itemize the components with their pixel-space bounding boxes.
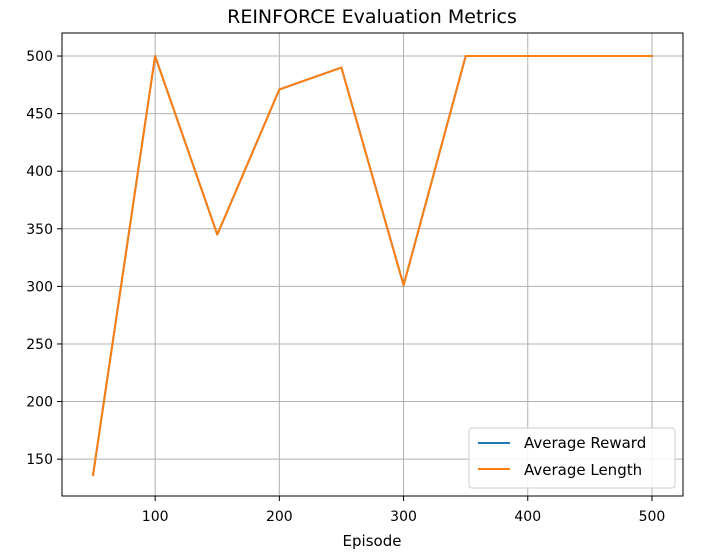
x-tick-label: 100 <box>142 509 169 525</box>
plot-frame <box>61 32 684 497</box>
series-lines <box>92 55 653 477</box>
legend-box <box>468 427 676 489</box>
data-point-average-length <box>154 55 157 58</box>
y-tick-label: 150 <box>26 452 53 468</box>
series-line-average-length <box>92 55 652 476</box>
y-tick-label: 350 <box>26 222 53 238</box>
x-tick-label: 400 <box>514 509 541 525</box>
data-point-average-length <box>650 55 653 58</box>
y-tick-label: 450 <box>26 107 53 123</box>
data-point-average-length <box>402 284 405 287</box>
legend: Average Reward Average Length <box>468 427 676 489</box>
legend-label-average-length: Average Length <box>524 461 642 479</box>
x-axis-label: Episode <box>343 532 402 550</box>
y-tick-label: 400 <box>26 164 53 180</box>
x-axis-ticks: 100 200 300 400 500 <box>142 496 666 525</box>
y-tick-label: 500 <box>26 49 53 65</box>
grid-lines <box>62 33 683 496</box>
data-point-average-length <box>340 66 343 69</box>
data-point-average-length <box>216 233 219 236</box>
x-tick-label: 300 <box>390 509 417 525</box>
data-point-average-length <box>278 88 281 91</box>
y-tick-label: 250 <box>26 337 53 353</box>
x-tick-label: 500 <box>639 509 666 525</box>
data-point-average-length <box>92 474 95 477</box>
y-tick-label: 300 <box>26 279 53 295</box>
y-tick-label: 200 <box>26 395 53 411</box>
data-point-average-length <box>526 55 529 58</box>
y-axis-ticks: 150 200 250 300 350 400 450 500 <box>26 49 62 468</box>
data-point-average-length <box>588 55 591 58</box>
chart-title: REINFORCE Evaluation Metrics <box>227 6 517 28</box>
data-point-average-length <box>464 55 467 58</box>
legend-label-average-reward: Average Reward <box>524 434 646 452</box>
x-tick-label: 200 <box>266 509 293 525</box>
